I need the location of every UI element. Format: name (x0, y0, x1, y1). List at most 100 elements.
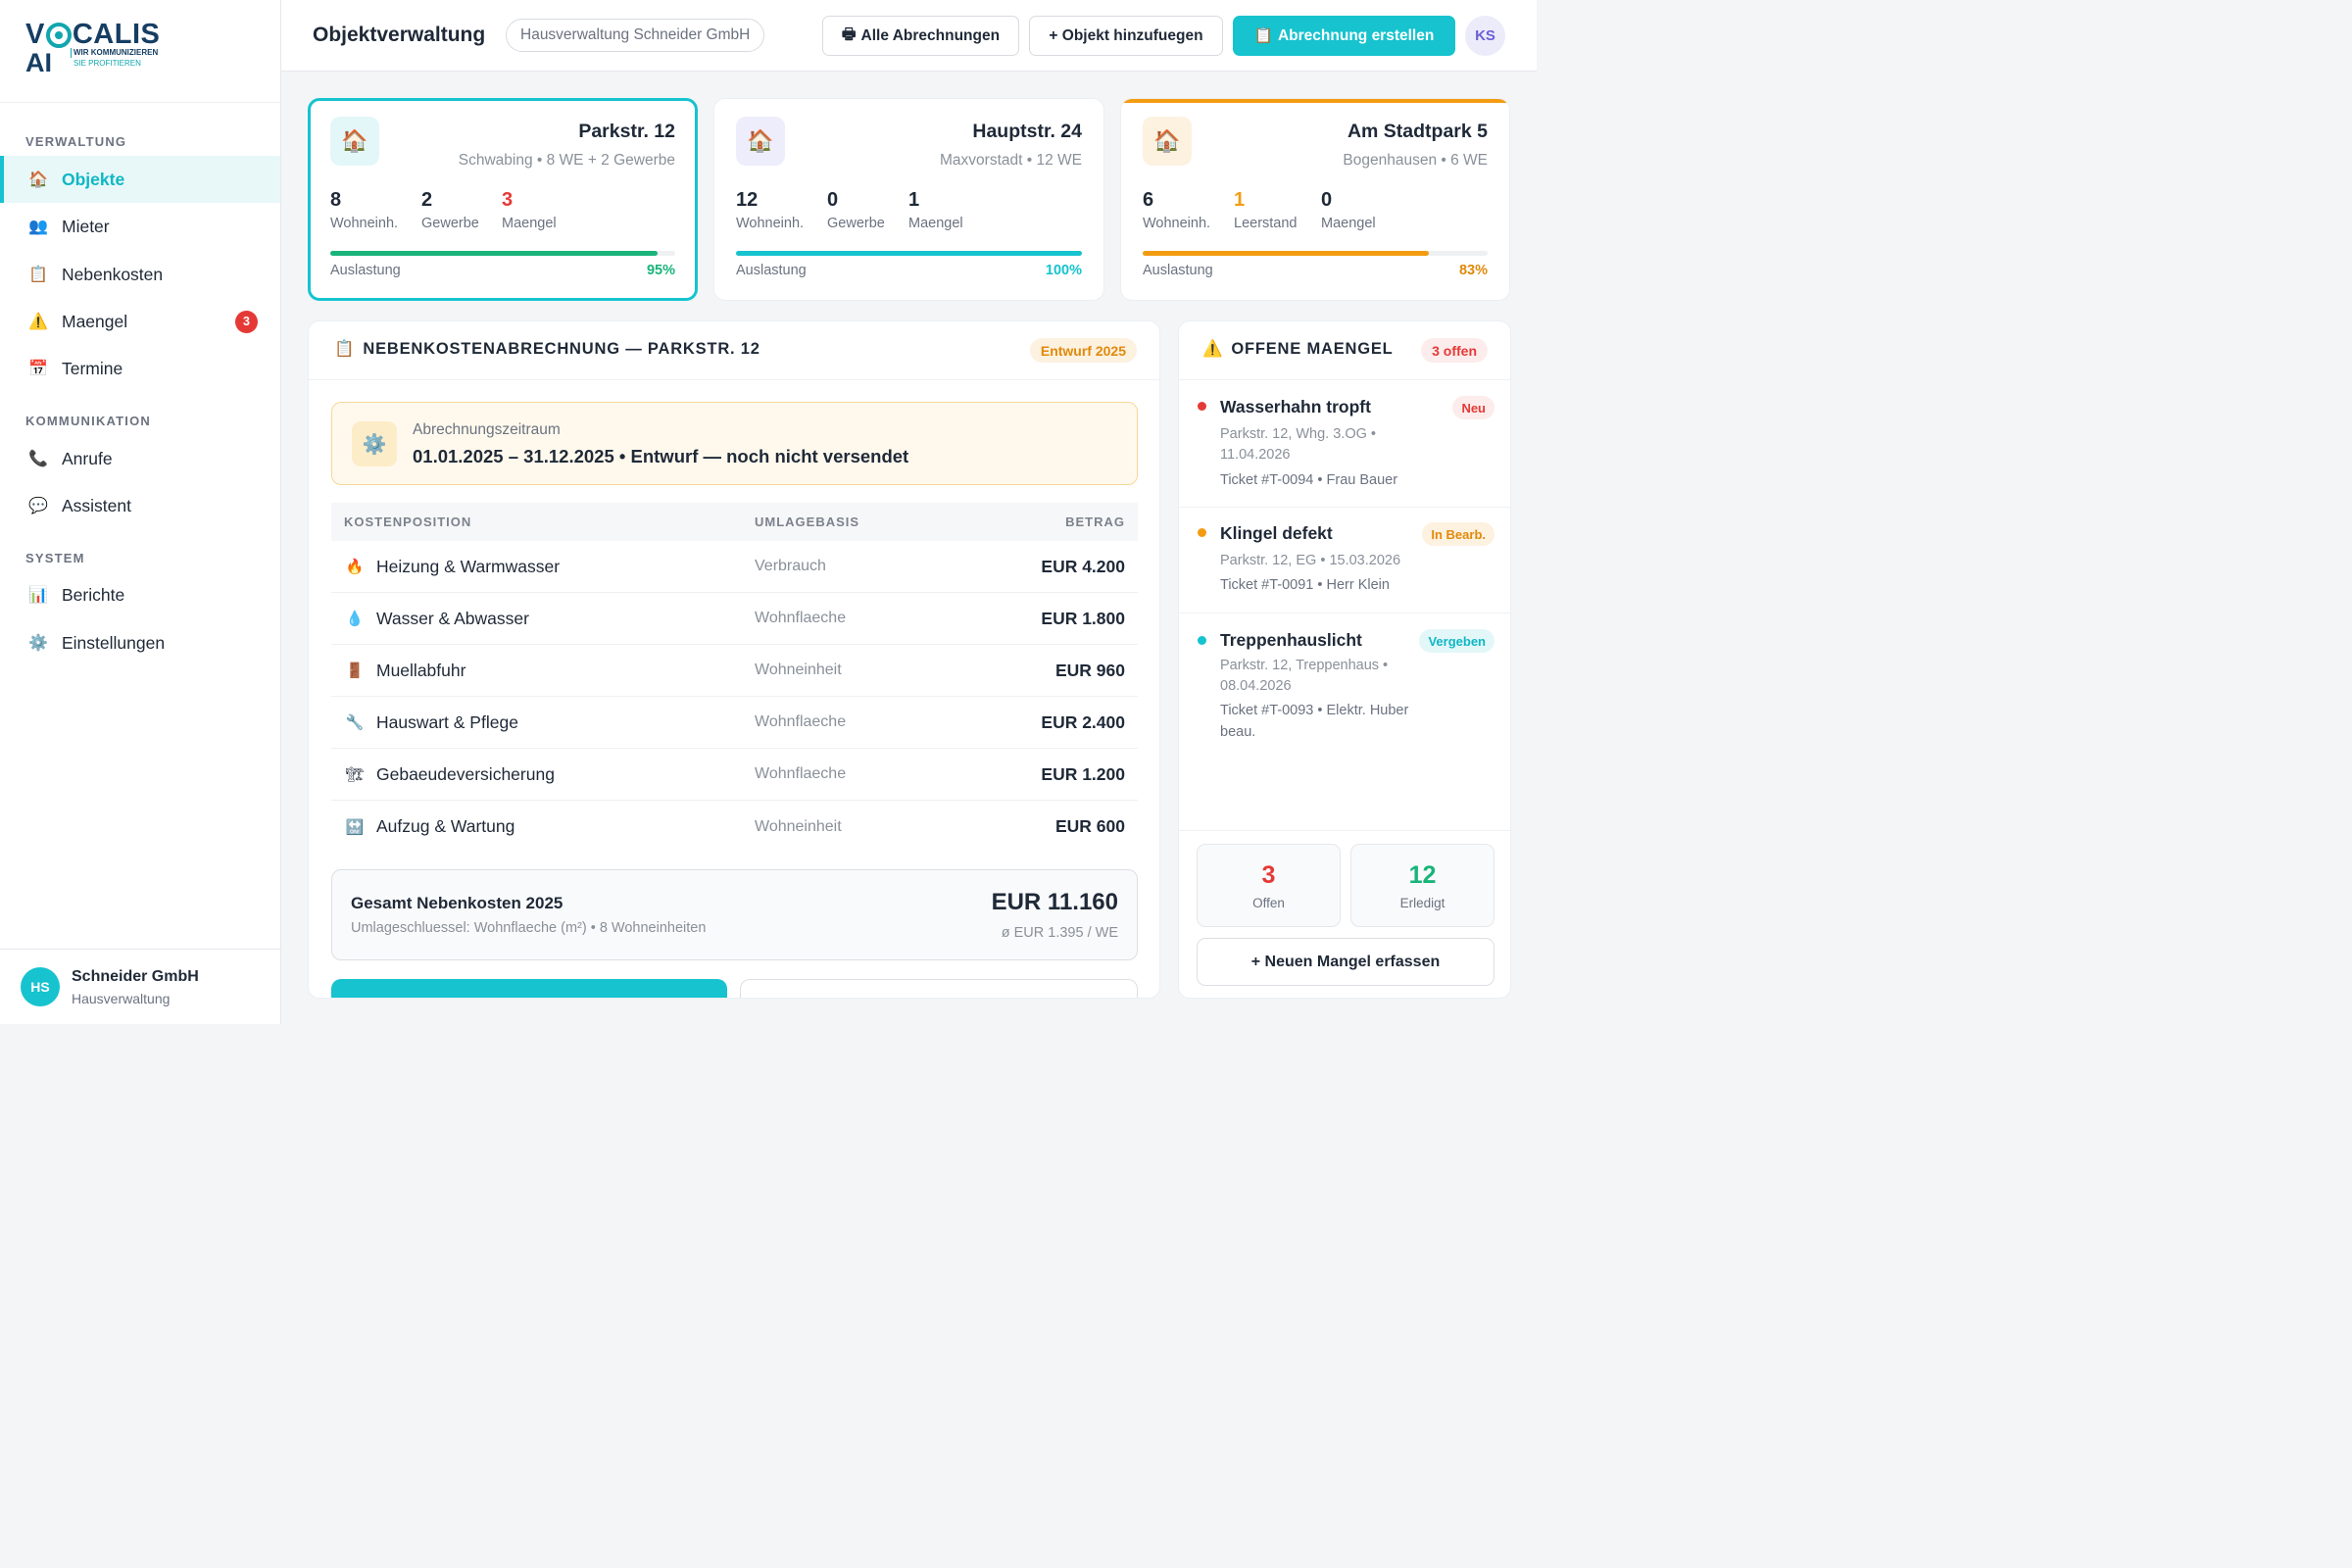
defects-title: OFFENE MAENGEL (1231, 340, 1394, 358)
sidebar-item-mieter[interactable]: 👥 Mieter (0, 203, 280, 250)
section-label-kommunikation: KOMMUNIKATION (25, 414, 152, 428)
vocalis-logo[interactable]: V CALIS AI WIR KOMMUNIZIEREN SIE PROFITIE… (25, 19, 161, 78)
divider (1179, 507, 1510, 508)
billing-period-box: ⚙️ Abrechnungszeitraum 01.01.2025 – 31.1… (331, 402, 1138, 485)
status-dot (1198, 636, 1206, 645)
utilization-bar (330, 251, 675, 256)
done-count-label: Erledigt (1399, 896, 1446, 910)
create-billing-button[interactable]: 📋 Abrechnung erstellen (1233, 16, 1455, 56)
status-badge: Vergeben (1419, 629, 1494, 653)
primary-action-button[interactable] (331, 979, 727, 998)
cost-table: KOSTENPOSITION UMLAGEBASIS BETRAG 🔥 Heizu… (331, 503, 1138, 853)
stat-wohneinheiten: 8 Wohneinh. (330, 189, 399, 231)
total-value: EUR 11.160 (991, 889, 1118, 915)
period-label: Abrechnungszeitraum (413, 421, 561, 438)
defect-location: Parkstr. 12, Whg. 3.OG • 11.04.2026 (1220, 426, 1376, 463)
utilization-label: Auslastung (736, 263, 807, 278)
done-count-value: 12 (1408, 861, 1437, 889)
sidebar-item-label: Nebenkosten (62, 264, 164, 284)
account-role: Hausverwaltung (72, 991, 171, 1006)
property-name: Am Stadtpark 5 (1347, 121, 1488, 142)
table-row[interactable]: 🚪 Muellabfuhr Wohneinheit EUR 960 (331, 645, 1138, 697)
utilization-bar (736, 251, 1082, 256)
house-icon: 🏠 (736, 117, 785, 166)
top-bar: Objektverwaltung Hausverwaltung Schneide… (281, 0, 1537, 72)
defects-panel: ⚠️ OFFENE MAENGEL 3 offen Wasserhahn tro… (1178, 320, 1511, 999)
period-value: 01.01.2025 – 31.12.2025 • Entwurf — noch… (413, 446, 909, 466)
defect-location: Parkstr. 12, Treppenhaus • 08.04.2026 (1220, 658, 1389, 694)
sidebar-item-maengel[interactable]: ⚠️ Maengel 3 (0, 298, 280, 345)
all-billings-button[interactable]: 🖶 Alle Abrechnungen (822, 16, 1019, 56)
list-item[interactable]: Wasserhahn tropft Neu Parkstr. 12, Whg. … (1179, 380, 1510, 507)
insurance-icon: 🏗 (345, 766, 365, 783)
sidebar-item-nebenkosten[interactable]: 📋 Nebenkosten (0, 251, 280, 298)
account-footer[interactable]: HS Schneider GmbH Hausverwaltung (0, 949, 280, 1024)
add-defect-button[interactable]: + Neuen Mangel erfassen (1197, 938, 1494, 986)
clipboard-icon: 📋 (1253, 27, 1273, 44)
open-count-label: Offen (1252, 896, 1285, 910)
divider (1179, 612, 1510, 613)
open-count-value: 3 (1261, 861, 1276, 889)
property-subtitle: Maxvorstadt • 12 WE (940, 152, 1082, 169)
stat-maengel: 1 Maengel (908, 189, 963, 231)
bar-chart-icon: 📊 (28, 587, 48, 604)
done-count-card: 12 Erledigt (1350, 844, 1494, 927)
utilization-bar (1143, 251, 1488, 256)
property-card-hauptstr-24[interactable]: 🏠 Hauptstr. 24 Maxvorstadt • 12 WE 12 Wo… (713, 98, 1104, 301)
defects-panel-header: ⚠️ OFFENE MAENGEL 3 offen (1179, 321, 1510, 380)
sidebar-item-berichte[interactable]: 📊 Berichte (0, 571, 280, 618)
divider (1179, 830, 1510, 831)
company-pill: Hausverwaltung Schneider GmbH (506, 19, 765, 52)
calendar-icon: 📅 (28, 361, 48, 377)
table-row[interactable]: 🔥 Heizung & Warmwasser Verbrauch EUR 4.20… (331, 541, 1138, 593)
sidebar: V CALIS AI WIR KOMMUNIZIEREN SIE PROFITIE… (0, 0, 281, 1024)
property-name: Parkstr. 12 (578, 121, 675, 142)
fire-icon: 🔥 (345, 559, 365, 575)
user-avatar[interactable]: KS (1465, 16, 1505, 56)
table-row[interactable]: 💧 Wasser & Abwasser Wohnflaeche EUR 1.800 (331, 593, 1138, 645)
sidebar-item-anrufe[interactable]: 📞 Anrufe (0, 435, 280, 482)
total-average: ø EUR 1.395 / WE (1001, 925, 1118, 941)
sidebar-item-objekte[interactable]: 🏠 Objekte (0, 156, 280, 203)
sidebar-item-assistent[interactable]: 💬 Assistent (0, 482, 280, 529)
logo-globe-icon (45, 22, 72, 48)
status-badge: Neu (1452, 396, 1494, 419)
utilization-percent: 95% (646, 263, 675, 278)
sidebar-item-label: Anrufe (62, 448, 113, 468)
sidebar-item-label: Assistent (62, 495, 131, 515)
total-summary: Gesamt Nebenkosten 2025 Umlageschluessel… (331, 869, 1138, 960)
table-row[interactable]: 🔛 Aufzug & Wartung Wohneinheit EUR 600 (345, 816, 1125, 836)
property-card-parkstr-12[interactable]: 🏠 Parkstr. 12 Schwabing • 8 WE + 2 Gewer… (308, 98, 698, 301)
status-dot (1198, 528, 1206, 537)
stat-leerstand: 1 Leerstand (1234, 189, 1298, 231)
gear-icon: ⚙️ (352, 421, 397, 466)
add-property-button[interactable]: + Objekt hinzufuegen (1029, 16, 1223, 56)
phone-icon: 📞 (28, 451, 48, 467)
billing-panel: 📋 NEBENKOSTENABRECHNUNG — PARKSTR. 12 En… (308, 320, 1160, 999)
sidebar-item-label: Objekte (62, 169, 125, 189)
people-icon: 👥 (28, 219, 48, 235)
trash-bin-icon: 🚪 (345, 662, 365, 679)
utilization-bar-fill (736, 251, 1082, 256)
sidebar-item-termine[interactable]: 📅 Termine (0, 345, 280, 392)
secondary-action-button[interactable] (740, 979, 1138, 998)
utilization-bar-fill (1143, 251, 1430, 256)
table-row[interactable]: 🔧 Hauswart & Pflege Wohnflaeche EUR 2.400 (331, 697, 1138, 749)
warning-icon: ⚠️ (28, 314, 48, 330)
stat-gewerbe: 2 Gewerbe (421, 189, 479, 231)
sidebar-item-label: Mieter (62, 216, 110, 236)
clipboard-icon: 📋 (334, 340, 356, 358)
sidebar-item-einstellungen[interactable]: ⚙️ Einstellungen (0, 619, 280, 666)
property-card-am-stadtpark-5[interactable]: 🏠 Am Stadtpark 5 Bogenhausen • 6 WE 6 Wo… (1120, 98, 1510, 301)
stat-wohneinheiten: 6 Wohneinh. (1143, 189, 1211, 231)
page-title: Objektverwaltung (313, 24, 486, 46)
elevator-icon: 🔛 (345, 818, 365, 836)
total-subtitle: Umlageschluessel: Wohnflaeche (m²) • 8 W… (351, 920, 707, 936)
list-item[interactable]: Klingel defekt In Bearb. Parkstr. 12, EG… (1179, 508, 1510, 612)
utilization-percent: 100% (1045, 263, 1082, 278)
defect-title: Wasserhahn tropft (1220, 397, 1371, 416)
list-item[interactable]: Treppenhauslicht Vergeben Parkstr. 12, T… (1179, 613, 1510, 770)
table-row[interactable]: 🏗 Gebaeudeversicherung Wohnflaeche EUR 1.… (331, 749, 1138, 801)
defect-title: Klingel defekt (1220, 523, 1333, 543)
section-label-verwaltung: VERWALTUNG (25, 134, 127, 149)
